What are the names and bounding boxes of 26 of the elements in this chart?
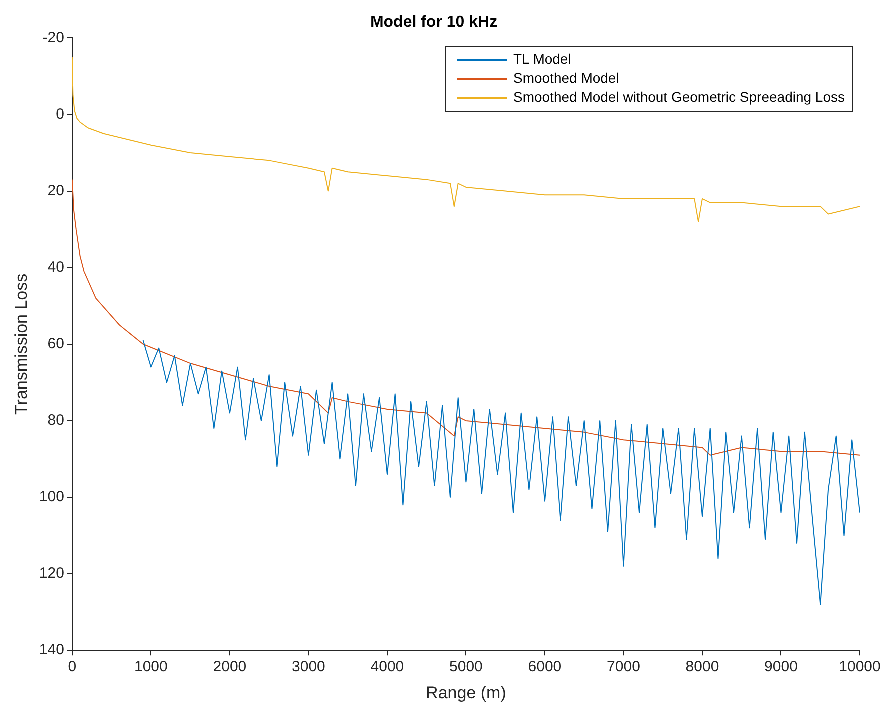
- y-tick-label: 120: [39, 565, 64, 582]
- x-tick-label: 10000: [839, 658, 881, 676]
- x-tick-label: 5000: [450, 658, 483, 676]
- x-tick-label: 8000: [686, 658, 720, 676]
- x-tick-label: 2000: [213, 658, 247, 676]
- x-tick-label: 1000: [134, 658, 168, 676]
- chart-title: Model for 10 kHz: [370, 14, 498, 32]
- y-tick-label: 140: [39, 642, 64, 659]
- y-tick-label: 60: [48, 336, 64, 353]
- y-tick-label: 100: [39, 488, 64, 506]
- legend-label: Smoothed Model without Geometric Spreeading Loss: [513, 89, 845, 106]
- x-axis-title: Range (m): [426, 683, 506, 702]
- x-tick-label: 6000: [528, 658, 562, 676]
- x-tick-label: 3000: [292, 658, 326, 676]
- y-tick-label: 40: [48, 258, 64, 276]
- x-tick-label: 9000: [764, 658, 798, 676]
- y-tick-label: 20: [48, 182, 64, 200]
- x-tick-label: 0: [68, 658, 77, 676]
- x-tick-label: 7000: [607, 658, 640, 676]
- x-tick-label: 4000: [370, 658, 404, 676]
- legend-label: Smoothed Model: [513, 70, 620, 86]
- legend-label: TL Model: [513, 51, 572, 68]
- y-tick-label: 0: [56, 106, 64, 123]
- y-tick-label: -20: [42, 29, 64, 46]
- y-tick-label: 80: [48, 412, 64, 430]
- y-axis-title: Transmission Loss: [12, 274, 31, 415]
